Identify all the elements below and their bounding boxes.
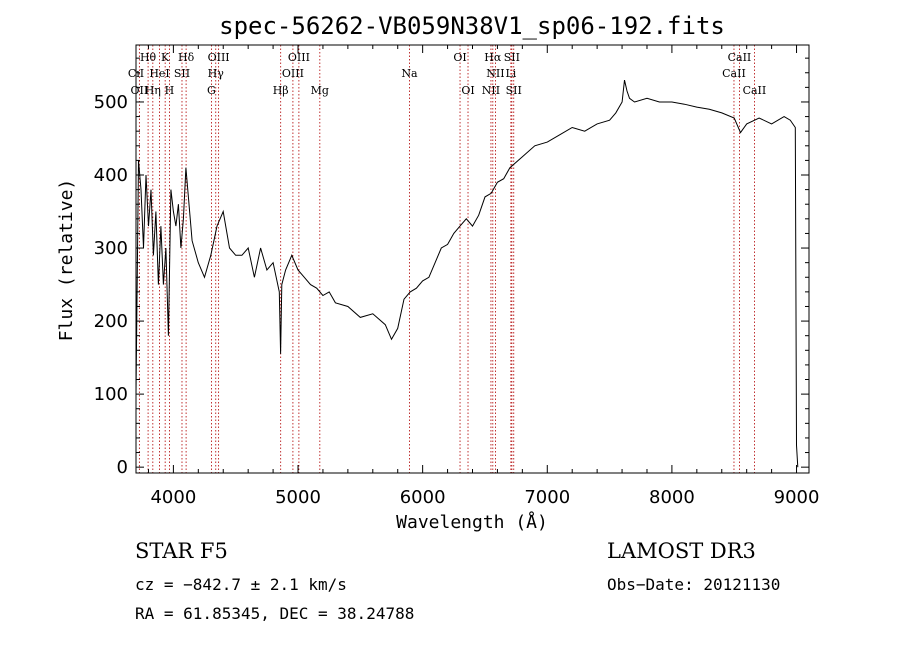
line-label: OII (131, 84, 149, 97)
spectral-line-markers (135, 45, 755, 473)
y-tick-label: 100 (94, 384, 128, 405)
line-label: Hα (484, 51, 502, 64)
line-label: OIII (208, 51, 230, 64)
y-tick-label: 500 (94, 92, 128, 113)
line-label: OIII (282, 67, 304, 80)
line-label: CaII (722, 67, 746, 80)
x-tick-label: 6000 (400, 487, 446, 508)
x-tick-label: 4000 (150, 487, 196, 508)
line-label: Hη (145, 84, 161, 97)
x-tick-label: 7000 (524, 487, 570, 508)
line-label: G (207, 84, 216, 97)
y-tick-label: 300 (94, 238, 128, 259)
line-label: SII (506, 84, 522, 97)
line-label: Hθ (140, 51, 157, 64)
line-label: H (165, 84, 175, 97)
sky-coordinates: RA = 61.85345, DEC = 38.24788 (135, 604, 415, 623)
line-label: K (161, 51, 170, 64)
redshift-velocity: cz = −842.7 ± 2.1 km/s (135, 575, 347, 594)
line-label: OI (461, 84, 474, 97)
x-tick-label: 8000 (649, 487, 695, 508)
survey-name: LAMOST DR3 (607, 539, 756, 563)
line-label: Li (505, 67, 516, 80)
line-label: HeI (149, 67, 169, 80)
x-axis-ticks: 4000 5000 6000 7000 8000 9000 (147, 45, 820, 508)
spectrum-line (135, 79, 799, 468)
line-label: OIII (288, 51, 310, 64)
y-tick-label: 400 (94, 165, 128, 186)
y-tick-label: 200 (94, 311, 128, 332)
line-label: Hδ (178, 51, 195, 64)
line-label: CaII (728, 51, 752, 64)
line-label: Na (401, 67, 418, 80)
x-tick-label: 9000 (774, 487, 820, 508)
line-label: SII (504, 51, 520, 64)
line-label: SII (174, 67, 190, 80)
y-axis-label: Flux (relative) (56, 179, 77, 342)
line-label: NII (482, 84, 500, 97)
y-axis-ticks: 0 100 200 300 400 500 (94, 57, 809, 478)
x-tick-label: 5000 (275, 487, 321, 508)
line-label: OI (453, 51, 466, 64)
line-label: CaII (743, 84, 767, 97)
line-label: Mg (311, 84, 329, 97)
line-label: Hβ (273, 84, 289, 97)
chart-title: spec-56262-VB059N38V1_sp06-192.fits (219, 12, 725, 40)
x-axis-label: Wavelength (Å) (396, 511, 548, 533)
object-class: STAR F5 (135, 539, 228, 563)
observation-date: Obs−Date: 20121130 (607, 575, 781, 594)
y-tick-label: 0 (117, 457, 128, 478)
line-label: Hγ (208, 67, 225, 80)
spectral-line-labels: CıIOIIHθHηHeIKHSIIHδGHγOIIIHβOIIIOIIIMgN… (128, 51, 766, 97)
line-label: NII (486, 67, 504, 80)
